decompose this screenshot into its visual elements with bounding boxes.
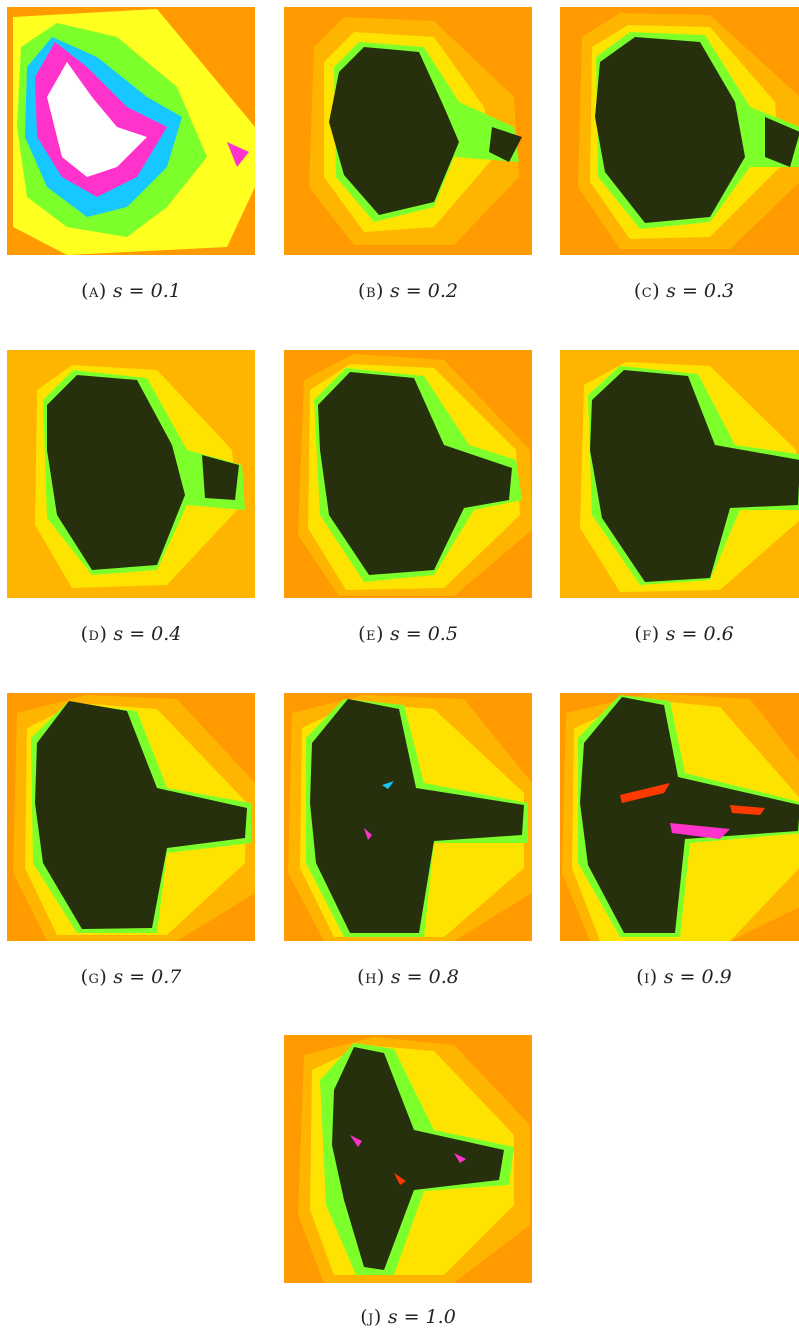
- caption-j-label: (j): [360, 1306, 382, 1328]
- caption-g-label: (g): [80, 966, 108, 988]
- caption-b-value: s = 0.2: [389, 280, 458, 302]
- fractal-panel-c: [560, 7, 799, 255]
- fractal-panel-e: [284, 350, 532, 598]
- caption-f-value: s = 0.6: [665, 623, 734, 645]
- fractal-panel-j: [284, 1035, 532, 1283]
- caption-h: (h) s = 0.8: [284, 966, 532, 988]
- caption-j: (j) s = 1.0: [284, 1306, 532, 1328]
- caption-f: (f) s = 0.6: [560, 623, 799, 645]
- caption-f-label: (f): [634, 623, 660, 645]
- caption-a-value: s = 0.1: [112, 280, 181, 302]
- caption-d: (d) s = 0.4: [7, 623, 255, 645]
- caption-i-label: (i): [636, 966, 658, 988]
- caption-h-value: s = 0.8: [390, 966, 459, 988]
- caption-i-value: s = 0.9: [663, 966, 732, 988]
- caption-h-label: (h): [357, 966, 385, 988]
- caption-j-value: s = 1.0: [387, 1306, 456, 1328]
- caption-g-value: s = 0.7: [113, 966, 182, 988]
- caption-b-label: (b): [358, 280, 384, 302]
- caption-c: (c) s = 0.3: [560, 280, 799, 302]
- caption-e-value: s = 0.5: [389, 623, 458, 645]
- caption-b: (b) s = 0.2: [284, 280, 532, 302]
- fractal-panel-h: [284, 693, 532, 941]
- fractal-panel-f: [560, 350, 799, 598]
- caption-e-label: (e): [358, 623, 384, 645]
- caption-g: (g) s = 0.7: [7, 966, 255, 988]
- caption-a: (a) s = 0.1: [7, 280, 255, 302]
- caption-d-label: (d): [80, 623, 108, 645]
- caption-a-label: (a): [81, 280, 107, 302]
- fractal-panel-a: [7, 7, 255, 255]
- caption-e: (e) s = 0.5: [284, 623, 532, 645]
- caption-i: (i) s = 0.9: [560, 966, 799, 988]
- caption-c-label: (c): [633, 280, 661, 302]
- fractal-panel-b: [284, 7, 532, 255]
- fractal-panel-g: [7, 693, 255, 941]
- fractal-panel-i: [560, 693, 799, 941]
- caption-c-value: s = 0.3: [666, 280, 735, 302]
- caption-d-value: s = 0.4: [113, 623, 182, 645]
- fractal-panel-d: [7, 350, 255, 598]
